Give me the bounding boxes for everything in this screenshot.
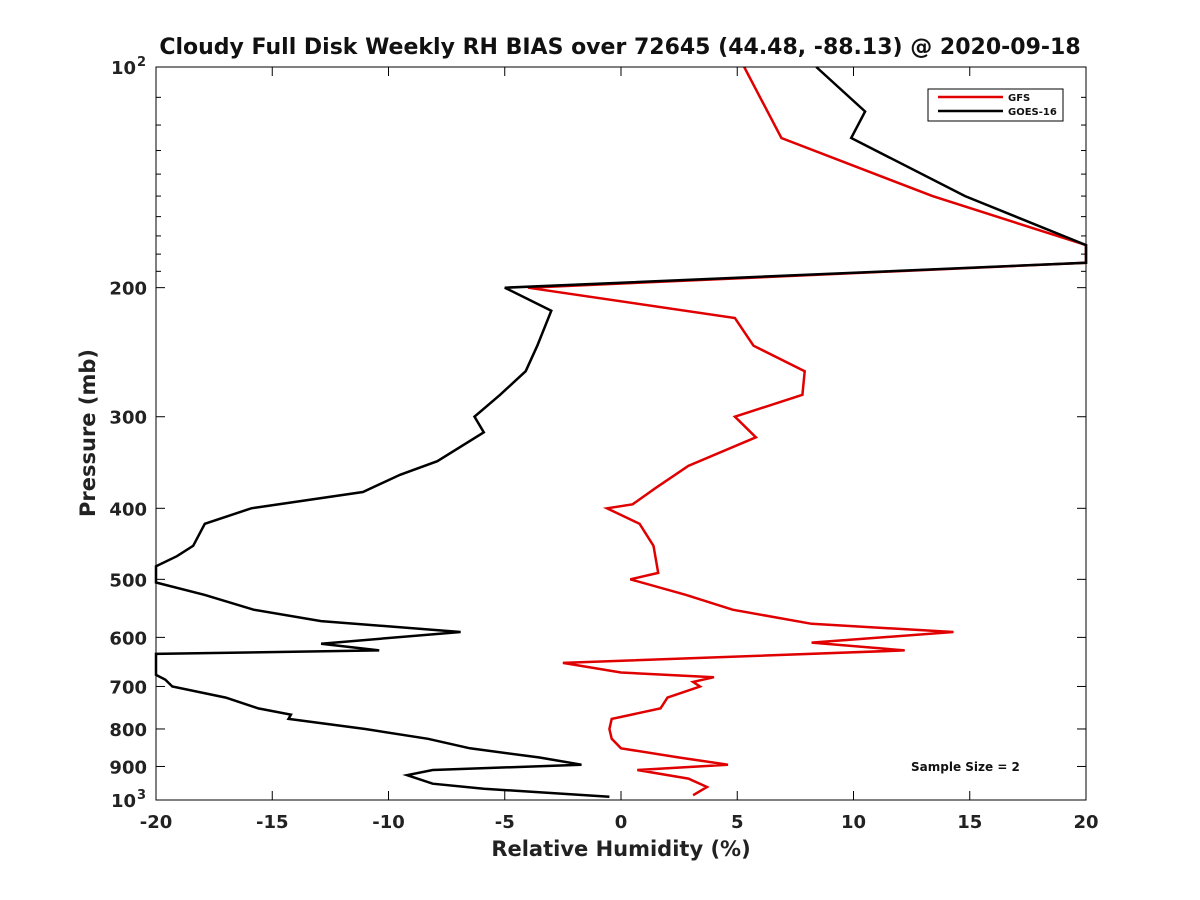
chart-title: Cloudy Full Disk Weekly RH BIAS over 726… <box>159 35 1080 60</box>
x-tick-label: -10 <box>372 812 405 833</box>
x-axis-label: Relative Humidity (%) <box>491 837 750 861</box>
x-tick-label: 10 <box>841 812 866 833</box>
y-tick-exponent: 3 <box>137 788 146 803</box>
x-tick-label: -20 <box>140 812 173 833</box>
y-tick-label: 400 <box>109 499 147 520</box>
y-tick-label: 500 <box>109 570 147 591</box>
y-tick-label: 800 <box>109 720 147 741</box>
y-tick-label: 700 <box>109 677 147 698</box>
x-tick-label: -5 <box>495 812 515 833</box>
series-line-goes16 <box>154 66 1088 799</box>
legend: GFS GOES-16 <box>927 88 1064 122</box>
series-layer <box>154 66 1088 799</box>
x-tick-label: -15 <box>256 812 289 833</box>
y-tick-exponent: 2 <box>137 55 146 70</box>
legend-label-gfs: GFS <box>1008 93 1030 104</box>
y-axis-label: Pressure (mb) <box>76 349 100 517</box>
x-tick-label: 5 <box>731 812 744 833</box>
y-tick-label: 200 <box>109 279 147 300</box>
legend-box <box>927 88 1064 122</box>
y-tick-label: 10 <box>111 58 136 79</box>
y-tick-label: 10 <box>111 791 136 812</box>
y-tick-label: 900 <box>109 757 147 778</box>
sample-size-annotation: Sample Size = 2 <box>911 760 1020 774</box>
y-tick-label: 600 <box>109 628 147 649</box>
x-tick-label: 0 <box>615 812 628 833</box>
series-line-gfs <box>527 66 1088 797</box>
legend-label-goes16: GOES-16 <box>1008 107 1057 118</box>
x-axis: -20 -15 -10 -5 0 5 10 15 20 <box>140 67 1099 833</box>
x-tick-label: 15 <box>957 812 982 833</box>
x-tick-label: 20 <box>1073 812 1098 833</box>
plot-area-frame <box>155 66 1087 801</box>
y-tick-label: 300 <box>109 408 147 429</box>
